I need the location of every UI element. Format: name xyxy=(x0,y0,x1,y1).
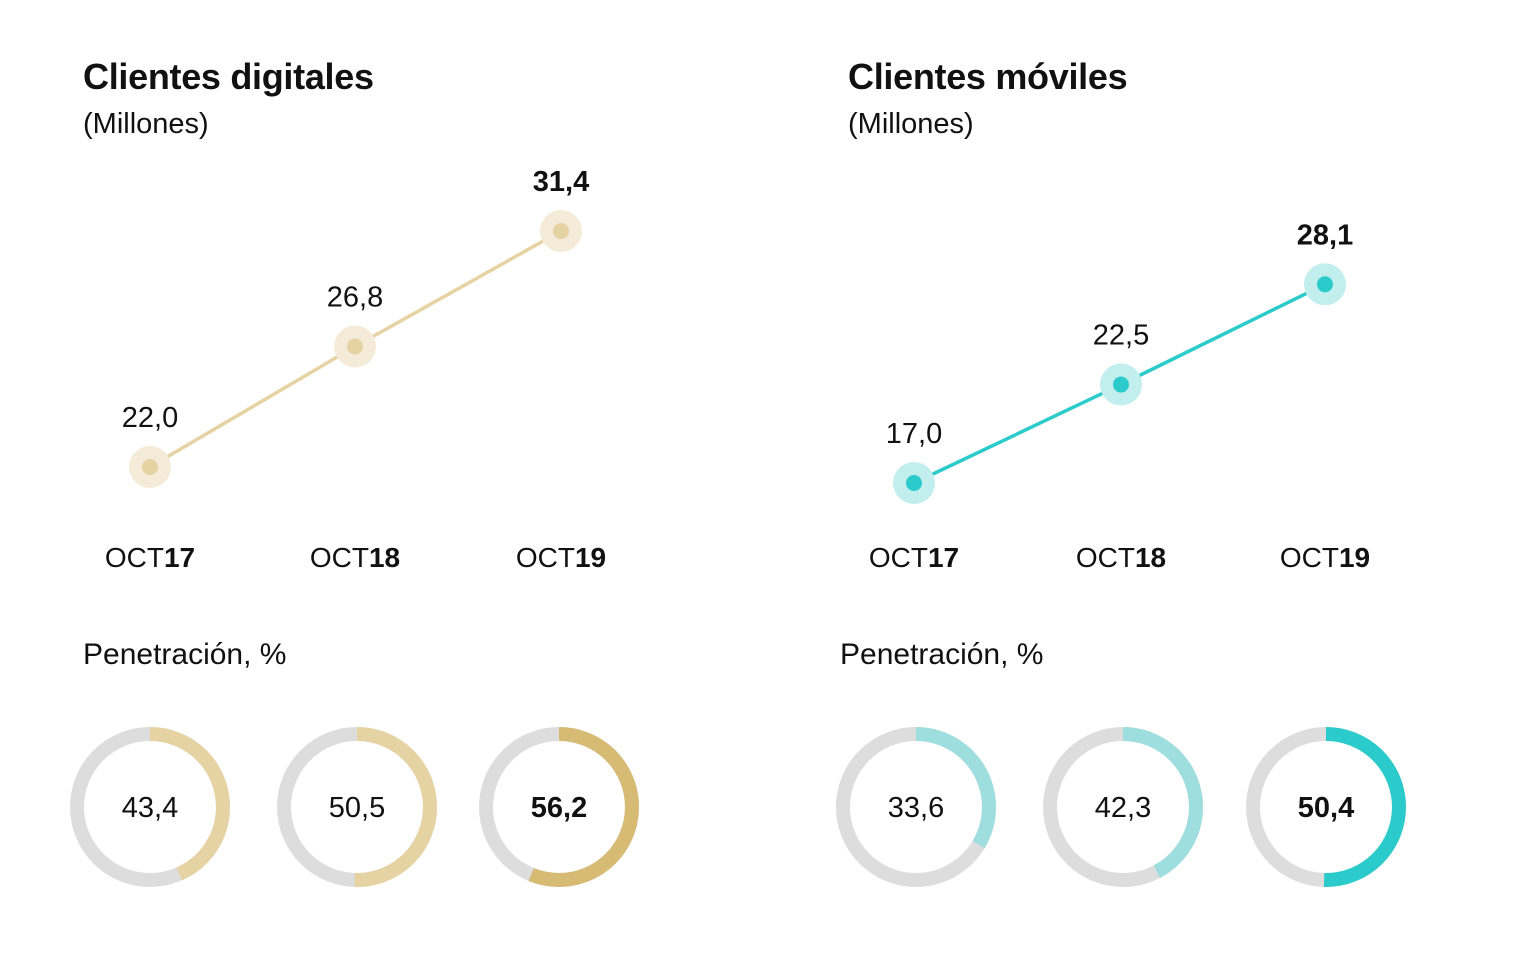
data-point xyxy=(347,338,363,355)
digital-penetration-title: Penetración, % xyxy=(83,638,287,671)
donut-arc xyxy=(836,727,996,887)
data-label: 22,0 xyxy=(122,402,178,434)
data-point xyxy=(1113,376,1129,393)
data-point xyxy=(553,223,569,240)
donut-arc xyxy=(277,727,437,887)
data-point xyxy=(906,475,922,491)
mobile-clients-subtitle: (Millones) xyxy=(848,108,974,140)
x-tick-label: OCT19 xyxy=(516,542,606,573)
digital-clients-chart: 22,0 OCT17 26,8 OCT18 31,4 OCT19 43,4 50,5 56,2 xyxy=(70,166,639,887)
data-label: 31,4 xyxy=(533,166,589,198)
mobile-penetration-title: Penetración, % xyxy=(840,638,1044,671)
donut-arc xyxy=(1043,727,1203,887)
donut-value-label: 33,6 xyxy=(888,792,944,824)
data-label: 28,1 xyxy=(1297,219,1353,251)
data-label: 22,5 xyxy=(1093,320,1149,352)
x-tick-label: OCT17 xyxy=(105,542,195,573)
x-tick-label: OCT17 xyxy=(869,542,959,573)
donut-value-label: 43,4 xyxy=(122,792,178,824)
x-tick-label: OCT18 xyxy=(310,542,400,573)
data-point xyxy=(142,459,158,475)
donut-arc xyxy=(70,727,230,887)
x-tick-label: OCT19 xyxy=(1280,542,1370,573)
digital-clients-subtitle: (Millones) xyxy=(83,108,209,140)
data-point xyxy=(1317,276,1333,293)
mobile-clients-title: Clientes móviles xyxy=(848,56,1128,97)
digital-clients-panel: Clientes digitales (Millones) Penetració… xyxy=(0,0,760,968)
donut-arc xyxy=(1246,727,1406,887)
x-tick-label: OCT18 xyxy=(1076,542,1166,573)
donut-value-label: 56,2 xyxy=(531,792,587,824)
donut-value-label: 42,3 xyxy=(1095,792,1151,824)
donut-arc xyxy=(479,727,639,887)
data-label: 26,8 xyxy=(327,282,383,314)
mobile-clients-panel: Clientes móviles (Millones) Penetración,… xyxy=(760,0,1520,968)
data-label: 17,0 xyxy=(886,418,942,450)
mobile-clients-chart: 17,0 OCT17 22,5 OCT18 28,1 OCT19 33,6 42,3 50,4 xyxy=(836,219,1406,887)
digital-clients-title: Clientes digitales xyxy=(83,56,374,97)
donut-value-label: 50,4 xyxy=(1298,792,1354,824)
donut-value-label: 50,5 xyxy=(329,792,385,824)
